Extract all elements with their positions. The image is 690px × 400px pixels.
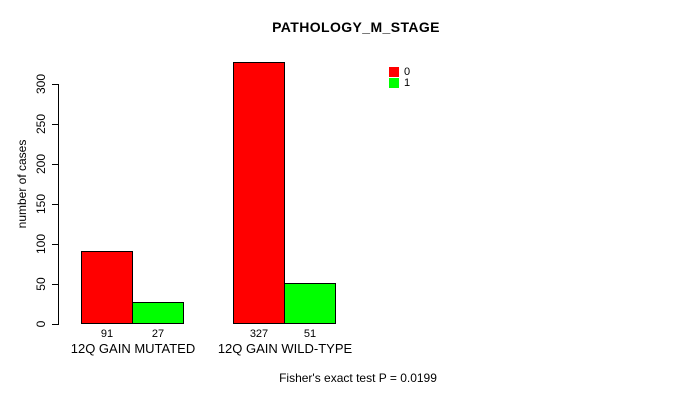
y-axis-tick [52, 84, 58, 85]
bar-value-label: 27 [151, 328, 165, 340]
y-axis-tick-label: 0 [34, 320, 48, 328]
y-axis-line [58, 84, 59, 325]
y-axis-title: number of cases [15, 139, 29, 229]
y-axis-tick [52, 284, 58, 285]
y-axis-tick [52, 244, 58, 245]
y-axis-tick-label: 150 [34, 193, 48, 215]
y-axis-tick-label: 100 [34, 233, 48, 255]
y-axis-tick [52, 124, 58, 125]
y-axis-tick [52, 204, 58, 205]
stat-test-result: Fisher's exact test P = 0.0199 [279, 371, 437, 385]
bar [132, 302, 184, 324]
bar-value-label: 327 [249, 328, 269, 340]
legend-label: 0 [404, 66, 411, 78]
bar [233, 62, 285, 324]
y-axis-tick-label: 300 [34, 73, 48, 95]
chart-title: PATHOLOGY_M_STAGE [272, 19, 440, 35]
legend-swatch-icon [389, 67, 399, 77]
bar-value-label: 91 [100, 328, 114, 340]
y-axis-tick [52, 164, 58, 165]
bar [284, 283, 336, 324]
bar [81, 251, 133, 324]
x-axis-category-label: 12Q GAIN WILD-TYPE [217, 341, 353, 356]
y-axis-tick-label: 250 [34, 113, 48, 135]
y-axis-tick-label: 50 [34, 277, 48, 291]
y-axis-tick-label: 200 [34, 153, 48, 175]
legend-label: 1 [404, 77, 411, 89]
x-axis-category-label: 12Q GAIN MUTATED [70, 341, 196, 356]
bar-value-label: 51 [303, 328, 317, 340]
legend-swatch-icon [389, 78, 399, 88]
y-axis-tick [52, 324, 58, 325]
